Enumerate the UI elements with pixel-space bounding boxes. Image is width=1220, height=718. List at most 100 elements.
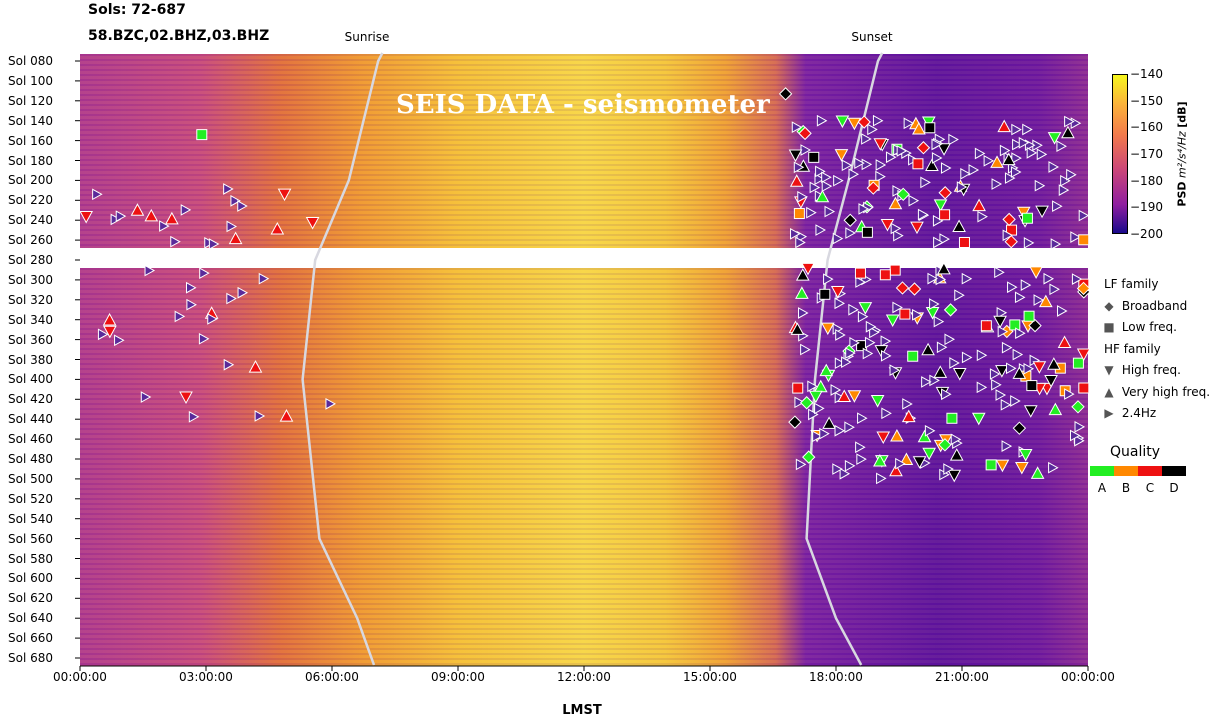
legend-broadband-label: Broadband xyxy=(1121,299,1188,313)
event-marker xyxy=(1012,421,1027,435)
event-marker xyxy=(226,292,237,305)
event-marker xyxy=(795,236,806,249)
sunset-curve xyxy=(805,52,884,666)
sols-label: Sols: 72-687 xyxy=(88,2,186,18)
event-marker xyxy=(1048,402,1063,416)
legend-high-freq: ▼ High freq. xyxy=(1100,363,1181,377)
event-marker xyxy=(254,410,266,422)
event-marker xyxy=(958,236,970,248)
event-marker xyxy=(792,382,804,394)
y-tick-label: Sol 640 xyxy=(8,611,54,626)
event-marker xyxy=(832,463,843,475)
event-marker xyxy=(793,161,805,174)
y-tick-label: Sol 560 xyxy=(8,531,54,546)
event-marker xyxy=(997,325,1009,338)
event-marker xyxy=(1023,362,1035,375)
event-marker xyxy=(793,208,805,220)
event-marker xyxy=(830,285,845,299)
event-marker xyxy=(1058,184,1070,196)
event-marker xyxy=(1018,136,1030,149)
sun-curves xyxy=(301,52,884,666)
event-marker xyxy=(931,152,943,164)
event-marker xyxy=(1064,115,1075,128)
event-marker xyxy=(1032,361,1047,374)
event-marker xyxy=(1078,209,1090,222)
event-marker xyxy=(834,357,846,370)
event-marker xyxy=(952,368,967,381)
event-marker xyxy=(809,181,821,194)
event-marker xyxy=(858,302,873,315)
event-marker xyxy=(1000,398,1012,411)
event-marker xyxy=(885,151,897,164)
event-marker xyxy=(937,143,951,156)
event-marker xyxy=(798,126,812,141)
event-marker xyxy=(1043,272,1055,285)
event-marker xyxy=(855,441,866,454)
x-tick-label: 15:00:00 xyxy=(683,670,737,684)
event-marker xyxy=(180,204,192,216)
event-marker xyxy=(858,203,870,215)
event-marker xyxy=(948,133,959,146)
event-marker xyxy=(1070,117,1082,130)
event-marker xyxy=(943,303,958,317)
event-marker xyxy=(844,459,856,472)
event-marker xyxy=(179,391,193,405)
y-tick-label: Sol 680 xyxy=(8,651,54,665)
event-marker xyxy=(325,398,336,410)
event-marker xyxy=(933,315,945,328)
event-marker xyxy=(835,115,850,129)
event-marker xyxy=(822,416,836,429)
event-marker xyxy=(799,396,814,410)
x-axis-title: LMST xyxy=(562,703,602,718)
quality-swatch xyxy=(1138,466,1162,476)
event-marker xyxy=(1056,140,1067,153)
event-marker xyxy=(939,209,951,221)
event-marker xyxy=(1047,132,1062,145)
event-marker xyxy=(1060,174,1071,187)
event-marker xyxy=(1004,172,1016,184)
event-marker xyxy=(994,266,1005,279)
event-marker xyxy=(892,301,903,314)
event-marker xyxy=(794,396,805,409)
legend-high-freq-label: High freq. xyxy=(1121,363,1181,377)
event-marker xyxy=(908,194,920,207)
event-marker xyxy=(1016,206,1031,220)
event-marker xyxy=(976,349,988,362)
y-tick-label: Sol 220 xyxy=(8,193,54,208)
event-marker xyxy=(903,117,915,130)
y-tick-label: Sol 540 xyxy=(8,511,54,526)
event-marker xyxy=(1036,148,1048,161)
event-marker xyxy=(795,458,807,471)
y-tick-label: Sol 340 xyxy=(8,312,54,327)
event-marker xyxy=(974,147,986,160)
event-marker xyxy=(1076,281,1091,296)
diamond-icon: ◆ xyxy=(1104,299,1114,313)
event-marker xyxy=(823,273,834,285)
event-marker xyxy=(848,303,859,316)
event-marker xyxy=(873,454,887,467)
event-marker xyxy=(854,267,866,279)
event-marker xyxy=(801,262,815,276)
event-marker xyxy=(872,114,884,127)
event-marker xyxy=(940,162,952,174)
event-marker xyxy=(927,272,938,285)
event-marker xyxy=(933,199,948,212)
event-marker xyxy=(855,276,866,288)
event-marker xyxy=(931,138,943,151)
event-marker xyxy=(223,358,235,371)
event-marker xyxy=(999,144,1011,157)
event-marker xyxy=(889,463,903,477)
event-marker xyxy=(237,200,248,212)
event-marker xyxy=(1020,279,1032,291)
event-marker xyxy=(854,157,865,170)
event-marker xyxy=(1074,420,1086,433)
event-marker xyxy=(1061,125,1075,139)
event-marker xyxy=(833,174,844,187)
event-marker xyxy=(1033,294,1045,306)
quality-swatch xyxy=(1162,466,1186,476)
event-marker xyxy=(228,231,243,245)
event-marker xyxy=(1010,166,1022,178)
event-marker xyxy=(114,334,125,347)
event-marker xyxy=(1012,138,1023,151)
legend-lf-title: LF family xyxy=(1104,277,1159,291)
